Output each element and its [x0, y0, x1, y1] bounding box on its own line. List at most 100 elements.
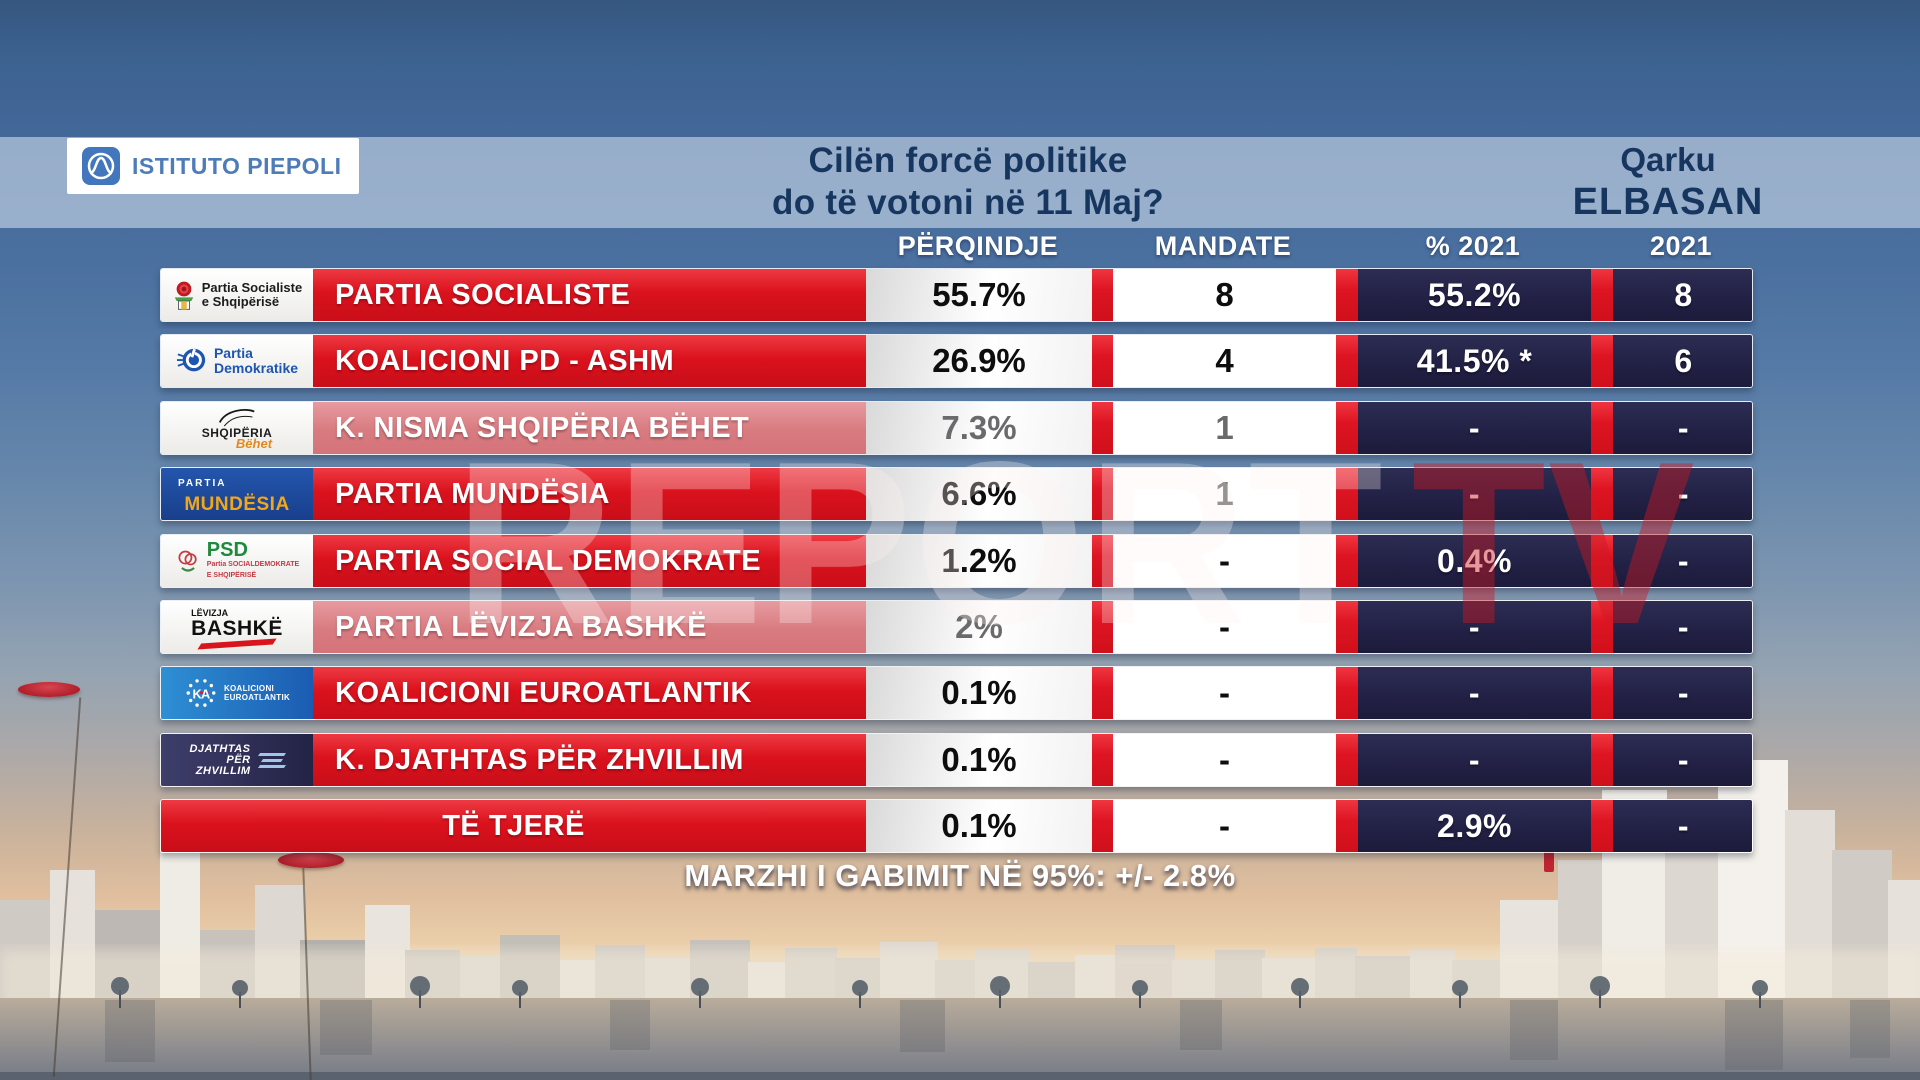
percentage-cell: 6.6%: [866, 468, 1092, 520]
seats-2021-cell: -: [1613, 667, 1752, 719]
red-separator: [1591, 269, 1613, 321]
mandate-cell: -: [1113, 601, 1336, 653]
logo-caption: LËVIZJA: [191, 607, 229, 618]
red-separator: [1092, 468, 1113, 520]
red-separator: [1092, 402, 1113, 454]
percentage-cell: 2%: [866, 601, 1092, 653]
pct-2021-cell: 0.4%: [1358, 535, 1591, 587]
mandate-cell: 4: [1113, 335, 1336, 387]
cityscape-background: [0, 760, 1920, 1080]
seats-2021-cell: -: [1613, 402, 1752, 454]
svg-text:K: K: [192, 686, 202, 701]
seats-2021-cell: -: [1613, 800, 1752, 852]
table-row: K A KOALICIONI EUROATLANTIK KOALICIONI E…: [160, 666, 1753, 720]
red-separator: [1092, 269, 1113, 321]
red-separator: [1591, 535, 1613, 587]
red-separator: [1336, 667, 1358, 719]
column-header-2021: 2021: [1649, 231, 1713, 261]
seats-2021-cell: -: [1613, 601, 1752, 653]
water-reflection: [0, 998, 1920, 1080]
table-row: PSD Partia SOCIALDEMOKRATE E SHQIPËRISË …: [160, 534, 1753, 588]
mandate-cell: -: [1113, 734, 1336, 786]
water-edge: [0, 1072, 1920, 1080]
logo-caption: EUROATLANTIK: [223, 693, 291, 702]
speed-lines-icon: [257, 752, 286, 768]
region-label: Qarku: [1620, 141, 1716, 178]
seats-2021-cell: -: [1613, 535, 1752, 587]
margin-of-error-note: MARZHI I GABIMIT NË 95%: +/- 2.8%: [684, 858, 1236, 893]
logo-caption: KOALICIONI: [223, 684, 275, 693]
red-saucer-object: [278, 852, 344, 868]
column-header-pct-2021: % 2021: [1425, 231, 1521, 261]
percentage-cell: 0.1%: [866, 800, 1092, 852]
percentage-cell: 55.7%: [866, 269, 1092, 321]
red-separator: [1336, 335, 1358, 387]
table-row: PARTIA MUNDËSIA PARTIA MUNDËSIA 6.6% 1 -…: [160, 467, 1753, 521]
party-name-cell: PARTIA SOCIAL DEMOKRATE: [313, 535, 866, 587]
logo-caption: MUNDËSIA: [184, 494, 290, 515]
logo-caption: e Shqipërisë: [201, 294, 280, 309]
party-name-cell: TË TJERË: [161, 800, 866, 852]
istituto-piepoli-logo: ISTITUTO PIEPOLI: [67, 138, 359, 194]
logo-caption: ZHVILLIM: [195, 764, 251, 777]
psd-logo: PSD Partia SOCIALDEMOKRATE E SHQIPËRISË: [161, 535, 313, 587]
column-header-mandate: MANDATE: [1154, 231, 1292, 261]
party-name-cell: PARTIA MUNDËSIA: [313, 468, 866, 520]
title-line-1: Cilën forcë politike: [808, 141, 1128, 180]
logo-text: ISTITUTO PIEPOLI: [132, 152, 342, 179]
ps-logo: Partia Socialiste e Shqipërisë: [161, 269, 313, 321]
party-name-cell: K. DJATHTAS PËR ZHVILLIM: [313, 734, 866, 786]
table-row: LËVIZJA BASHKË PARTIA LËVIZJA BASHKË 2% …: [160, 600, 1753, 654]
logo-caption: PËR: [226, 753, 251, 766]
red-separator: [1092, 800, 1113, 852]
pct-2021-cell: -: [1358, 601, 1591, 653]
logo-caption: Partia Socialiste: [201, 280, 303, 295]
party-name-cell: PARTIA LËVIZJA BASHKË: [313, 601, 866, 653]
table-row: TË TJERË 0.1% - 2.9% -: [160, 799, 1753, 853]
mandate-cell: -: [1113, 667, 1336, 719]
red-separator: [1336, 535, 1358, 587]
party-name-cell: K. NISMA SHQIPËRIA BËHET: [313, 402, 866, 454]
pct-2021-cell: 55.2%: [1358, 269, 1591, 321]
reflection-streaks: [105, 1000, 1890, 1070]
percentage-cell: 26.9%: [866, 335, 1092, 387]
red-separator: [1336, 800, 1358, 852]
red-swoosh: [197, 637, 277, 650]
logo-caption: Partia SOCIALDEMOKRATE: [206, 561, 300, 568]
bird-icon: [218, 408, 255, 426]
psd-rose-icon: [178, 550, 197, 572]
mandate-cell: -: [1113, 535, 1336, 587]
party-name-cell: KOALICIONI EUROATLANTIK: [313, 667, 866, 719]
svg-text:A: A: [201, 686, 210, 701]
red-separator: [1092, 667, 1113, 719]
euro-stars-icon: K A: [186, 679, 216, 707]
red-separator: [1591, 667, 1613, 719]
logo-caption: Bëhet: [235, 435, 273, 451]
red-separator: [1092, 734, 1113, 786]
kea-logo: K A KOALICIONI EUROATLANTIK: [161, 667, 313, 719]
bashke-logo: LËVIZJA BASHKË: [161, 601, 313, 653]
title-line-2: do të votoni në 11 Maj?: [772, 183, 1164, 222]
djathtas-logo: DJATHTAS PËR ZHVILLIM: [161, 734, 313, 786]
party-name-cell: KOALICIONI PD - ASHM: [313, 335, 866, 387]
region-block: Qarku ELBASAN: [1518, 140, 1818, 224]
table-row: Partia Socialiste e Shqipërisë PARTIA SO…: [160, 268, 1753, 322]
red-separator: [1336, 734, 1358, 786]
logo-caption: PARTIA: [178, 478, 227, 489]
table-row: SHQIPËRIA Bëhet K. NISMA SHQIPËRIA BËHET…: [160, 401, 1753, 455]
pct-2021-cell: 2.9%: [1358, 800, 1591, 852]
red-marker-object: [1544, 850, 1554, 872]
red-separator: [1591, 335, 1613, 387]
red-separator: [1092, 535, 1113, 587]
red-separator: [1591, 468, 1613, 520]
piepoli-curve-icon: [82, 147, 120, 185]
column-header-perqindje: PËRQINDJE: [897, 231, 1059, 261]
red-separator: [1591, 402, 1613, 454]
region-name: ELBASAN: [1572, 181, 1764, 223]
logo-caption: BASHKË: [191, 616, 283, 640]
seats-2021-cell: 8: [1613, 269, 1752, 321]
seats-2021-cell: -: [1613, 734, 1752, 786]
table-row: DJATHTAS PËR ZHVILLIM K. DJATHTAS PËR ZH…: [160, 733, 1753, 787]
trees: [111, 976, 1768, 1008]
red-separator: [1336, 601, 1358, 653]
